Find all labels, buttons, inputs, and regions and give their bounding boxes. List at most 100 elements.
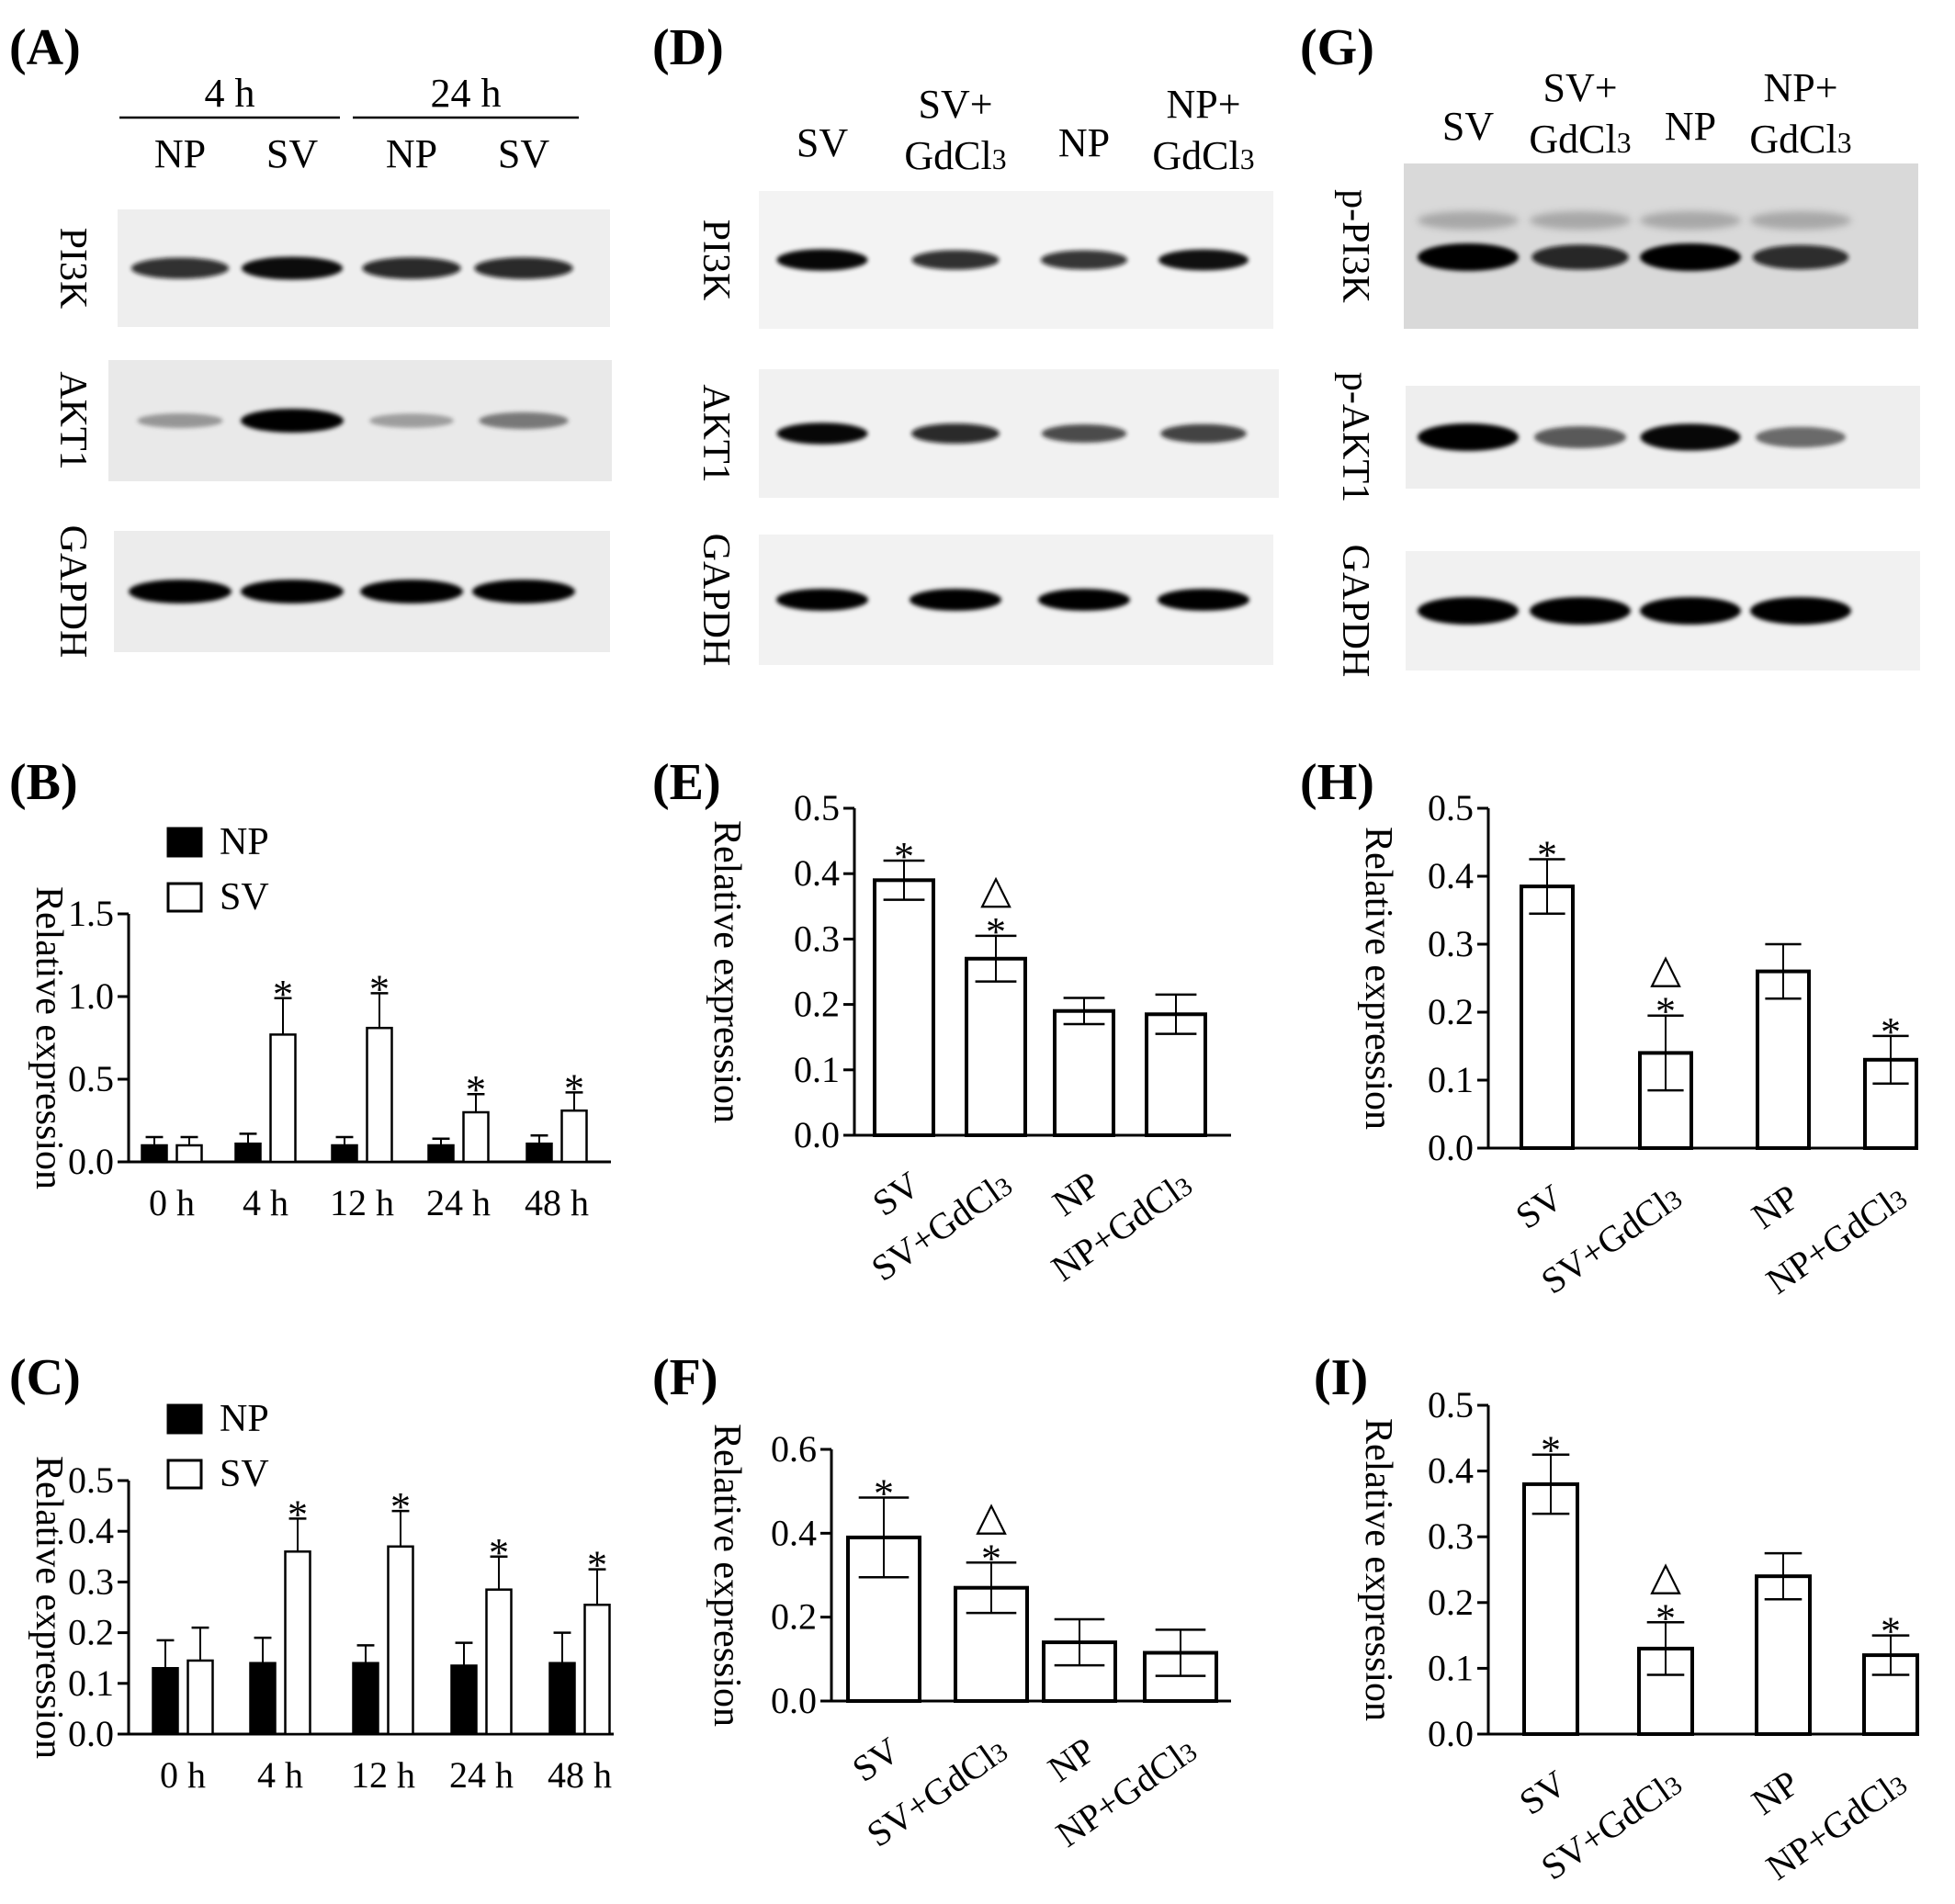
y-tick-label: 0.5: [68, 1459, 114, 1501]
chart-h: 0.0 0.1 0.2 0.3 0.4 0.5 Relative expression * SV…: [1357, 787, 1918, 1302]
y-tick-label: 0.0: [68, 1713, 114, 1754]
legend-label: SV: [220, 1453, 269, 1495]
legend-swatch: [166, 1459, 203, 1490]
legend-label: NP: [220, 1398, 269, 1440]
blot-band: [911, 423, 1000, 444]
legend-label: NP: [220, 821, 269, 863]
blot-band: [360, 580, 463, 603]
blot-a-lane-label: SV: [266, 131, 318, 176]
y-axis-label: Relative expression: [1357, 827, 1399, 1130]
blot-a-group-label: 4 h: [205, 71, 255, 116]
significance-star: *: [1881, 1609, 1901, 1654]
blot-band: [362, 257, 461, 279]
blot-d-lane-label: GdCl3: [1152, 133, 1254, 178]
significance-star: *: [1537, 833, 1557, 878]
y-tick-label: 0.4: [794, 852, 840, 894]
significance-triangle: △: [976, 1493, 1007, 1538]
blot-band: [1530, 597, 1631, 625]
panel-label-b: (B): [9, 754, 78, 811]
bar: [873, 878, 935, 1137]
blot-g-lane-label: GdCl3: [1749, 117, 1851, 162]
y-tick-label: 0.1: [794, 1049, 840, 1090]
y-tick-label: 0.5: [794, 787, 840, 828]
bar: [175, 1144, 203, 1164]
blot-band: [1750, 597, 1851, 625]
bar: [141, 1144, 168, 1164]
blot-band: [1640, 243, 1741, 271]
blot-band: [241, 409, 344, 433]
significance-triangle: △: [980, 867, 1011, 912]
x-tick-label: NP: [1744, 1177, 1806, 1237]
x-tick-label: 0 h: [149, 1182, 195, 1223]
bar: [249, 1662, 277, 1736]
blot-a-lane-label: NP: [386, 131, 437, 176]
blot-band: [1640, 597, 1741, 625]
blot-band: [1640, 423, 1741, 451]
significance-star: *: [489, 1530, 509, 1575]
blot-band: [776, 422, 868, 445]
blot-band: [1040, 250, 1128, 270]
blot-protein-label: p-AKT1: [1334, 372, 1376, 502]
x-tick-label: NP: [1040, 1729, 1102, 1790]
significance-star: *: [874, 1471, 894, 1516]
blot-a-group-label: 24 h: [431, 71, 502, 116]
blot-d-lane-label: NP+: [1166, 82, 1240, 127]
y-tick-label: 0.1: [1428, 1059, 1474, 1100]
y-tick-label: 0.4: [68, 1510, 114, 1551]
bar: [450, 1664, 478, 1736]
blot-band: [911, 250, 1000, 270]
bar: [152, 1666, 179, 1736]
significance-star: *: [981, 1536, 1001, 1581]
panel-label-g: (G): [1300, 19, 1374, 76]
blot-band: [1531, 244, 1629, 270]
y-tick-label: 0.3: [1428, 1515, 1474, 1557]
legend-swatch: [166, 882, 203, 913]
y-tick-label: 1.5: [68, 893, 114, 934]
bar: [1053, 1008, 1115, 1137]
blot-band: [1158, 589, 1249, 611]
x-tick-label: 24 h: [449, 1754, 514, 1796]
legend-label: SV: [220, 876, 269, 918]
y-tick-label: 0.4: [1428, 855, 1474, 896]
significance-star: *: [894, 834, 914, 879]
blot-d-lane-label: SV: [797, 120, 848, 165]
blot-band: [1418, 597, 1519, 625]
significance-star: *: [466, 1067, 486, 1112]
x-tick-label: SV: [864, 1163, 927, 1223]
blot-g-lane-label: NP: [1665, 104, 1716, 149]
blot-band: [241, 256, 344, 280]
panel-label-d: (D): [652, 19, 724, 76]
bar: [1756, 969, 1811, 1150]
blot-band: [1158, 249, 1249, 271]
x-tick-label: SV: [1511, 1762, 1574, 1822]
blot-band: [129, 580, 232, 603]
blot-protein-label: GAPDH: [1334, 545, 1376, 678]
bar: [965, 956, 1027, 1138]
significance-star: *: [1656, 1595, 1676, 1640]
blot-band: [1041, 424, 1127, 443]
bar: [560, 1109, 588, 1164]
blot-a-lane-label: NP: [154, 131, 206, 176]
blot-band: [1418, 211, 1519, 230]
y-tick-label: 0.6: [771, 1428, 817, 1470]
y-tick-label: 0.0: [1428, 1127, 1474, 1168]
x-tick-label: 24 h: [426, 1182, 491, 1223]
blot-g-lane-label: NP+: [1763, 65, 1837, 110]
blot-band: [241, 580, 344, 603]
blot-band: [1640, 211, 1741, 230]
panel-label-c: (C): [9, 1349, 81, 1406]
y-tick-label: 0.3: [794, 918, 840, 959]
significance-star: *: [564, 1065, 584, 1110]
panel-label-h: (H): [1300, 754, 1374, 811]
x-tick-label: NP: [1045, 1164, 1107, 1224]
blot-protein-label: AKT1: [695, 384, 737, 482]
x-tick-label: SV: [1508, 1176, 1570, 1236]
y-tick-label: 0.3: [68, 1560, 114, 1602]
y-tick-label: 0.2: [794, 984, 840, 1025]
blot-a: 4 h 24 h NP SV NP SV PI3K AKT1 GAPDH: [51, 71, 612, 658]
y-axis-label: Relative expression: [706, 1424, 748, 1727]
